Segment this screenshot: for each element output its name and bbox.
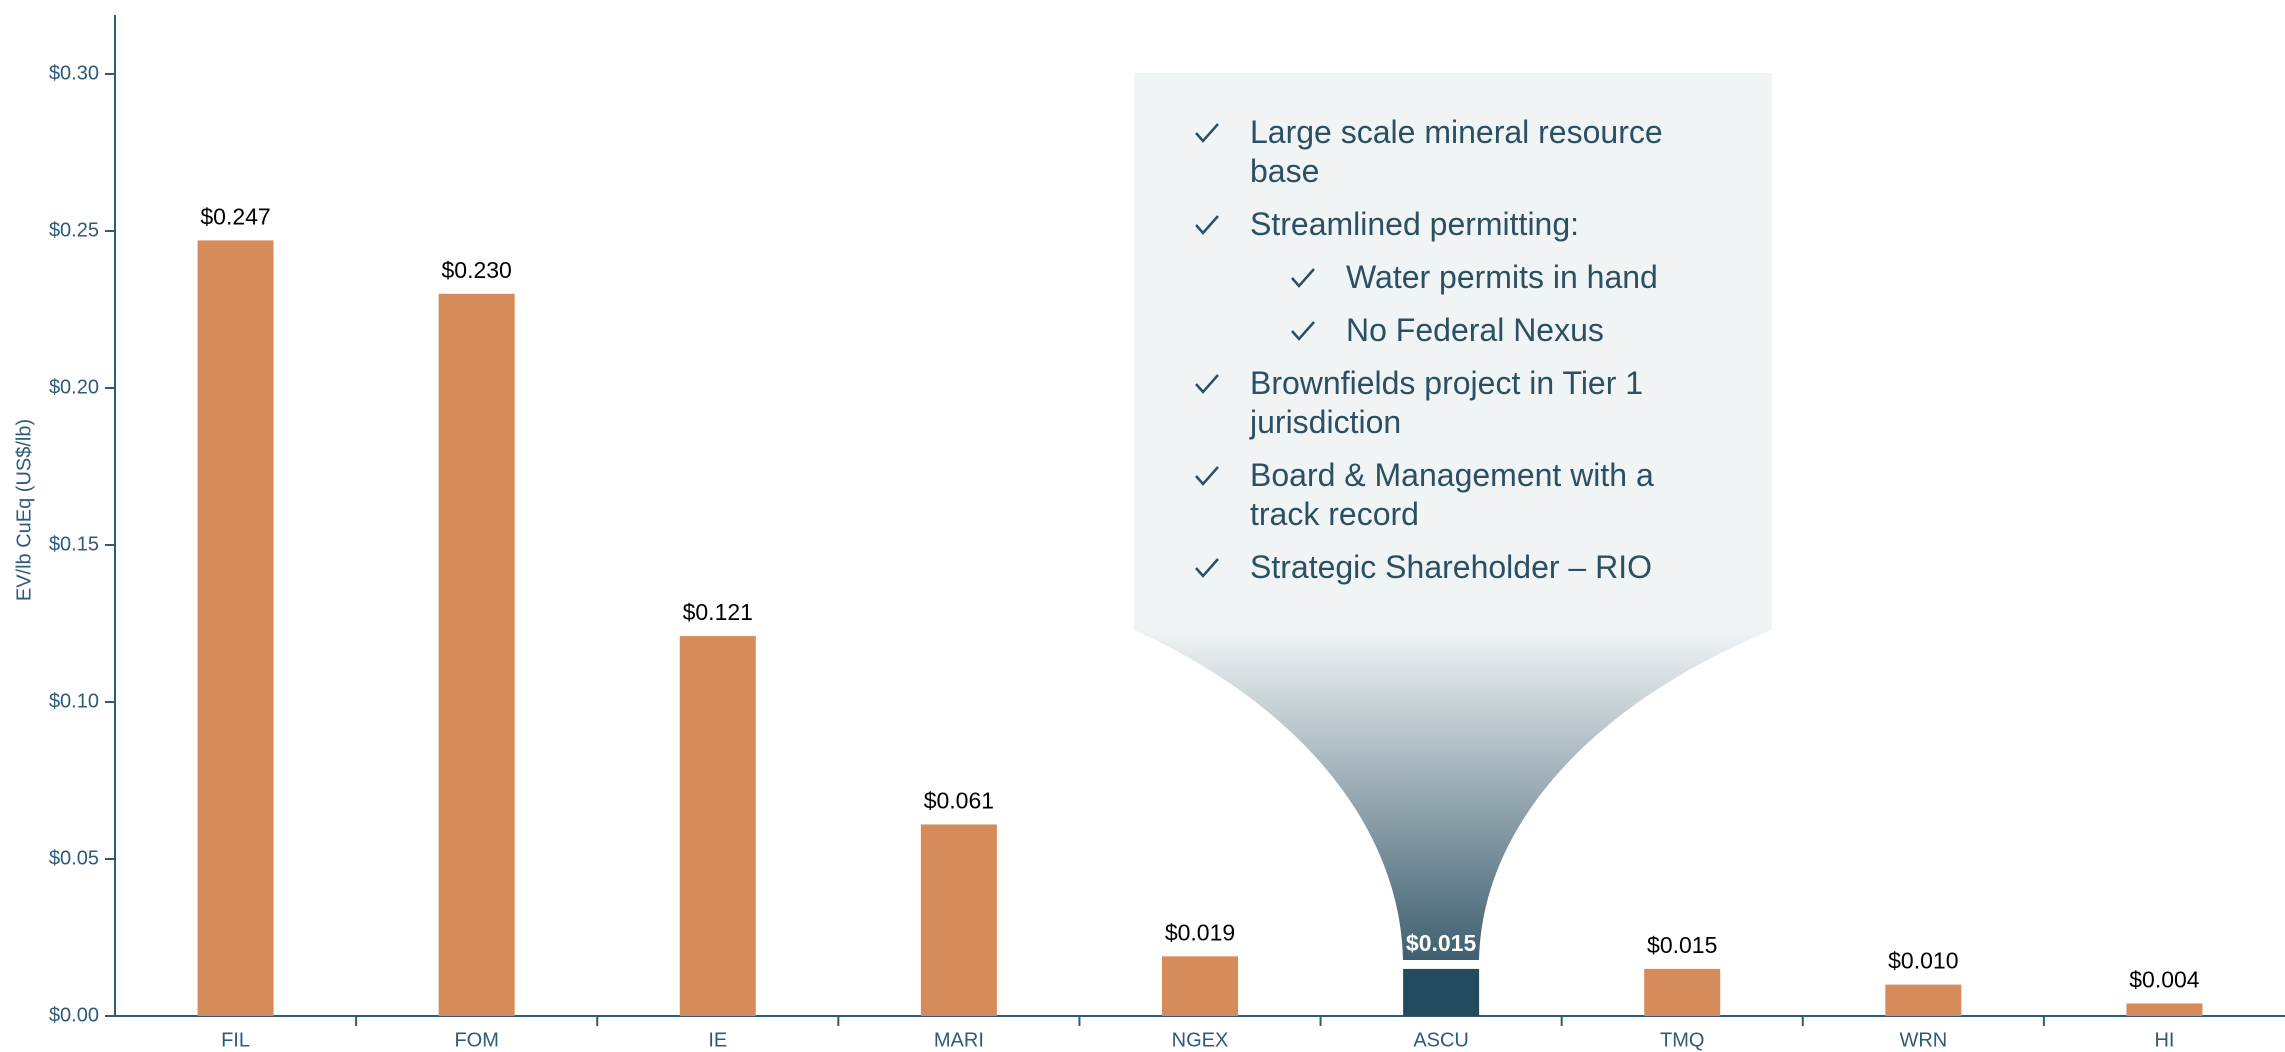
data-label: $0.061 — [924, 788, 994, 814]
y-tick-label: $0.25 — [49, 219, 99, 241]
check-icon — [1291, 268, 1315, 288]
data-label: $0.010 — [1888, 948, 1958, 974]
x-tick-label: TMQ — [1660, 1029, 1704, 1051]
y-tick-label: $0.10 — [49, 690, 99, 712]
callout-item: Large scale mineral resource base — [1194, 113, 1730, 191]
callout-funnel — [1134, 630, 1772, 960]
y-tick-label: $0.00 — [49, 1004, 99, 1026]
callout-text: No Federal Nexus — [1346, 312, 1604, 348]
data-label: $0.015 — [1647, 932, 1717, 958]
x-tick-label: FIL — [221, 1029, 250, 1051]
x-tick-label: WRN — [1899, 1029, 1947, 1051]
callout-text: Brownfields project in Tier 1 jurisdicti… — [1250, 365, 1644, 440]
bar — [1885, 984, 1962, 1016]
bar — [2126, 1003, 2203, 1016]
callout-item: No Federal Nexus — [1290, 311, 1726, 350]
data-label: $0.230 — [441, 257, 511, 283]
check-icon — [1195, 466, 1219, 486]
bar — [1403, 968, 1480, 1016]
data-label: $0.121 — [683, 599, 753, 625]
x-tick-label: NGEX — [1172, 1029, 1229, 1051]
callout-item: Water permits in hand — [1290, 258, 1726, 297]
check-icon — [1195, 374, 1219, 394]
x-tick-label: MARI — [934, 1029, 984, 1051]
bar — [1162, 956, 1238, 1016]
data-label: $0.015 — [1406, 930, 1477, 956]
x-tick-label: IE — [708, 1029, 727, 1051]
check-icon — [1195, 123, 1219, 143]
check-icon — [1195, 215, 1219, 235]
callout-text: Large scale mineral resource base — [1250, 114, 1663, 189]
y-tick-label: $0.20 — [49, 376, 99, 398]
callout-text: Board & Management with a track record — [1250, 457, 1654, 532]
data-label: $0.019 — [1165, 919, 1235, 945]
x-tick-label: HI — [2154, 1029, 2174, 1051]
data-label: $0.247 — [200, 203, 270, 229]
bar — [1644, 968, 1721, 1016]
callout-item: Streamlined permitting: — [1194, 205, 1730, 244]
bar — [679, 636, 756, 1016]
callout: Large scale mineral resource base Streaml… — [1134, 73, 1772, 630]
callout-item: Strategic Shareholder – RIO — [1194, 548, 1730, 587]
bar — [197, 240, 274, 1017]
callout-item: Brownfields project in Tier 1 jurisdicti… — [1194, 364, 1730, 442]
y-axis-label: EV/lb CuEq (US$/lb) — [13, 419, 35, 601]
y-tick-label: $0.05 — [49, 847, 99, 869]
check-icon — [1195, 558, 1219, 578]
bar — [438, 293, 515, 1016]
callout-box — [1134, 73, 1772, 630]
callout-text: Water permits in hand — [1346, 259, 1658, 295]
y-tick-label: $0.15 — [49, 533, 99, 555]
callout-text: Streamlined permitting: — [1250, 206, 1580, 242]
callout-item: Board & Management with a track record — [1194, 456, 1730, 534]
y-tick-label: $0.30 — [49, 62, 99, 84]
data-label: $0.004 — [2129, 967, 2200, 993]
bar — [920, 824, 997, 1016]
check-icon — [1291, 321, 1315, 341]
x-tick-label: FOM — [454, 1029, 498, 1051]
callout-text: Strategic Shareholder – RIO — [1250, 549, 1652, 585]
x-tick-label: ASCU — [1413, 1029, 1469, 1051]
